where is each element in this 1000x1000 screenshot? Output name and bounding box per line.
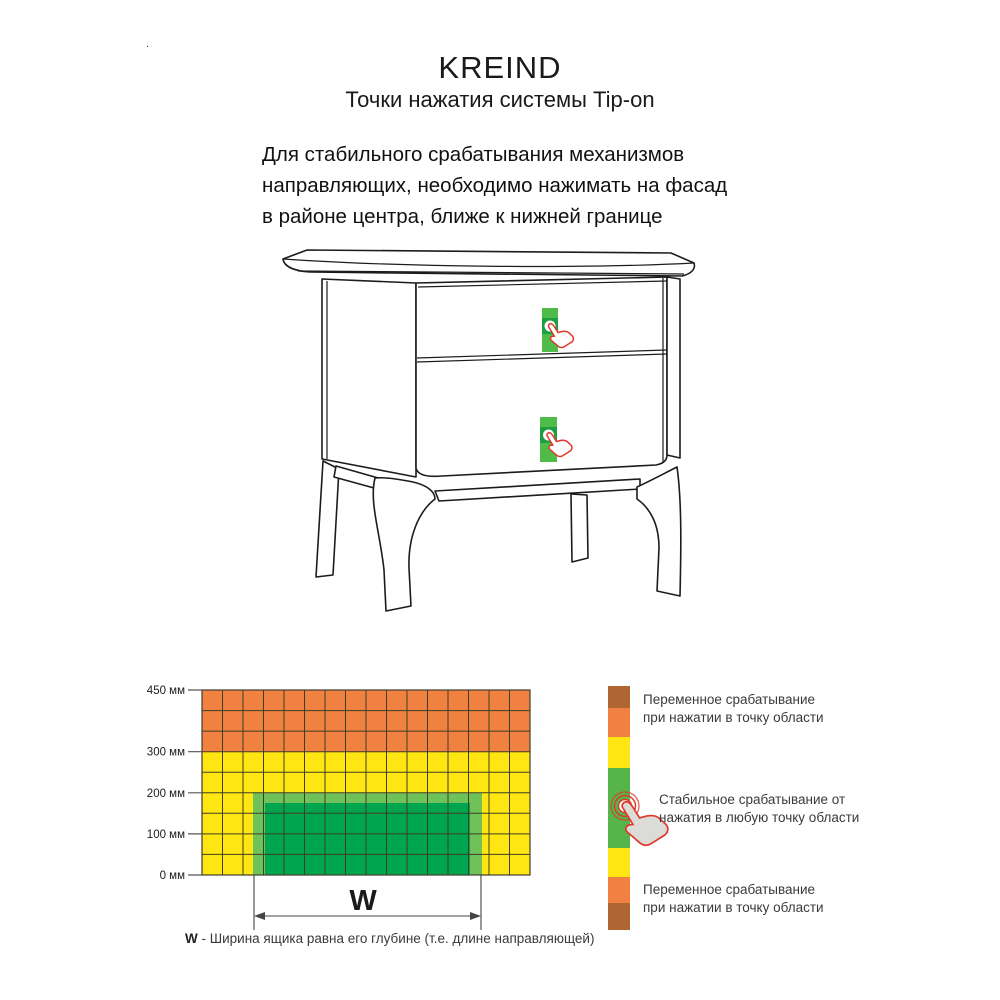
legend-seg-yellow-bottom bbox=[608, 848, 630, 877]
legend-entry-variable-top: Переменное срабатывание при нажатии в то… bbox=[643, 691, 824, 727]
front-rail bbox=[434, 478, 641, 502]
touch-point-upper bbox=[542, 308, 576, 352]
back-right-leg bbox=[570, 493, 589, 563]
touch-point-lower bbox=[540, 417, 575, 462]
intro-line-2: направляющих, необходимо нажимать на фас… bbox=[262, 174, 728, 197]
w-caption-symbol: W bbox=[185, 931, 198, 946]
tick-label-100: 100 мм bbox=[147, 829, 185, 841]
axis-ticks bbox=[188, 689, 202, 876]
legend-press-hand bbox=[610, 788, 672, 852]
tick-label-0: 0 мм bbox=[160, 870, 185, 882]
legend-entry-line: нажатия в любую точку области bbox=[659, 810, 860, 825]
press-zone-chart: 450 мм 300 мм 200 мм 100 мм 0 мм W bbox=[147, 685, 531, 930]
legend-seg-brown-bottom bbox=[608, 903, 630, 930]
top-molding-line bbox=[297, 270, 685, 275]
legend-entry-stable: Стабильное срабатывание от нажатия в люб… bbox=[659, 791, 859, 827]
upper-drawer-top-line bbox=[417, 280, 668, 288]
legend-entry-line: при нажатии в точку области bbox=[643, 900, 824, 915]
intro-paragraph: Для стабильного срабатывания механизмов … bbox=[262, 139, 727, 232]
ripple-outer bbox=[610, 791, 640, 821]
w-caption-text: - Ширина ящика равна его глубине (т.е. д… bbox=[197, 931, 595, 946]
grid-border bbox=[201, 689, 531, 876]
legend-seg-brown-top bbox=[608, 686, 630, 708]
legend-seg-orange-bottom bbox=[608, 877, 630, 903]
tick-label-200: 200 мм bbox=[147, 788, 185, 800]
legend-entry-variable-bottom: Переменное срабатывание при нажатии в то… bbox=[643, 881, 824, 917]
ripple-middle bbox=[613, 794, 637, 818]
tick-label-450: 450 мм bbox=[147, 685, 185, 697]
legend-entry-line: Переменное срабатывание bbox=[643, 692, 816, 707]
dimension-arrowhead-right bbox=[470, 912, 481, 920]
legend-entry-line: при нажатии в точку области bbox=[643, 710, 824, 725]
legend-entry-line: Переменное срабатывание bbox=[643, 882, 816, 897]
w-caption: W - Ширина ящика равна его глубине (т.е.… bbox=[185, 931, 594, 946]
legend-seg-yellow-top bbox=[608, 737, 630, 768]
legend-seg-orange-top bbox=[608, 708, 630, 737]
back-left-leg bbox=[315, 460, 340, 578]
drawer-divider-line-1 bbox=[416, 349, 668, 359]
brand-title: KREIND bbox=[438, 50, 562, 85]
zone-green-stable bbox=[265, 803, 470, 875]
dimension-arrowhead-left bbox=[254, 912, 265, 920]
cabinet-left-side bbox=[321, 278, 417, 478]
intro-line-3: в районе центра, ближе к нижней границе bbox=[262, 205, 663, 228]
cabinet-top bbox=[282, 249, 696, 277]
legend-entry-line: Стабильное срабатывание от bbox=[659, 792, 846, 807]
front-left-leg bbox=[372, 476, 436, 612]
cabinet-front bbox=[415, 276, 668, 478]
drawer-divider-line-2 bbox=[416, 353, 668, 363]
page-subtitle: Точки нажатия системы Tip-on bbox=[345, 87, 655, 112]
dimension-label-w: W bbox=[349, 885, 377, 917]
tick-label-300: 300 мм bbox=[147, 747, 185, 759]
front-right-leg bbox=[636, 466, 682, 597]
cabinet-right-side bbox=[666, 276, 681, 459]
intro-line-1: Для стабильного срабатывания механизмов bbox=[262, 143, 685, 166]
nightstand-drawing bbox=[282, 249, 696, 612]
stray-dot-artifact: . bbox=[146, 38, 150, 50]
top-front-edge-line bbox=[282, 258, 695, 268]
